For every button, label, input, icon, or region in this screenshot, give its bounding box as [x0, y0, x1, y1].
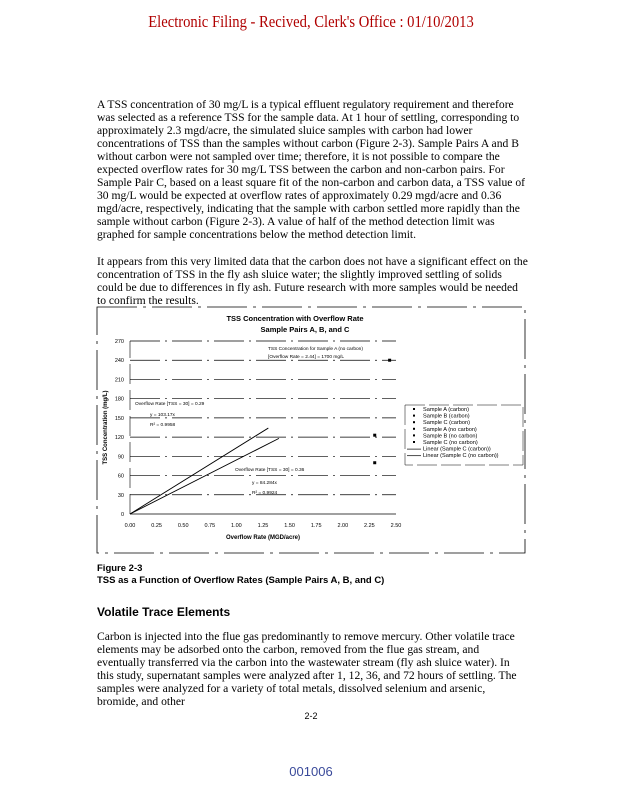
data-point: [373, 433, 377, 437]
y-tick-label: 120: [115, 435, 124, 441]
legend-entry: Sample B (carbon): [423, 414, 470, 420]
x-tick-label: 1.75: [311, 523, 322, 529]
chart-annotation: [Overflow Rate = 2.44] = 1700 mg/L: [268, 354, 344, 360]
x-tick-label: 1.00: [231, 523, 242, 529]
data-point: [373, 461, 377, 465]
x-tick-label: 1.25: [258, 523, 269, 529]
x-tick-label: 0.00: [125, 523, 136, 529]
bates-number: 001006: [289, 764, 333, 779]
filing-header: Electronic Filing - Recived, Clerk's Off…: [148, 12, 474, 31]
legend-box: [404, 404, 524, 466]
legend-entry: Sample B (no carbon): [423, 433, 478, 439]
x-tick-label: 0.25: [151, 523, 162, 529]
legend-marker: [413, 441, 415, 443]
chart-annotation: Overflow Rate [TSS = 30] = 0.29: [135, 401, 205, 407]
legend-marker: [413, 408, 415, 410]
y-tick-label: 30: [118, 493, 124, 499]
x-tick-label: 0.50: [178, 523, 189, 529]
data-point: [388, 358, 392, 362]
chart-border: [96, 306, 526, 554]
legend-entry: Linear (Sample C (no carbon)): [423, 453, 499, 459]
chart-annotation: R² = 0.9958: [150, 422, 176, 428]
y-tick-label: 240: [115, 358, 124, 364]
chart-subtitle: Sample Pairs A, B, and C: [261, 325, 350, 334]
y-tick-label: 90: [118, 454, 124, 460]
legend-entry: Linear (Sample C (carbon)): [423, 447, 491, 453]
section-heading: Volatile Trace Elements: [97, 605, 231, 619]
legend-entry: Sample A (no carbon): [423, 427, 477, 433]
x-axis-label: Overflow Rate (MGD/acre): [226, 535, 300, 541]
legend-marker: [413, 427, 415, 430]
y-tick-label: 210: [115, 377, 124, 383]
figure-label: Figure 2-3: [97, 563, 143, 574]
y-tick-label: 270: [115, 339, 124, 345]
x-tick-label: 1.50: [284, 523, 295, 529]
x-tick-label: 2.00: [337, 523, 348, 529]
legend-entry: Sample A (carbon): [423, 407, 469, 413]
paragraph-volatile-trace: Carbon is injected into the flue gas pre…: [97, 630, 517, 708]
chart-annotation: TSS Concentration for Sample A (no carbo…: [268, 346, 363, 352]
legend-marker: [413, 421, 415, 424]
page-number: 2-2: [304, 711, 318, 721]
paragraph-tss-reference: A TSS concentration of 30 mg/L is a typi…: [97, 98, 525, 241]
chart-annotation: y = 84.284x: [252, 480, 278, 486]
y-tick-label: 60: [118, 474, 124, 480]
legend-marker: [413, 434, 415, 437]
x-tick-label: 0.75: [204, 523, 215, 529]
figure-caption: TSS as a Function of Overflow Rates (Sam…: [97, 575, 385, 586]
y-tick-label: 150: [115, 416, 124, 422]
legend-entry: Sample C (carbon): [423, 420, 470, 426]
y-tick-label: 0: [121, 512, 124, 518]
x-tick-label: 2.25: [364, 523, 375, 529]
fit-line: [129, 437, 280, 515]
chart-annotation: Overflow Rate [TSS = 30] = 0.36: [235, 467, 305, 473]
y-axis-label: TSS Concentration (mg/L): [103, 391, 109, 465]
legend-entry: Sample C (no carbon): [423, 440, 478, 446]
legend-marker: [413, 414, 415, 417]
chart-annotation: y = 103.17x: [150, 412, 176, 418]
y-tick-label: 180: [115, 397, 124, 403]
chart-title: TSS Concentration with Overflow Rate: [226, 314, 363, 323]
fit-line: [129, 427, 269, 515]
paragraph-carbon-effect: It appears from this very limited data t…: [97, 255, 528, 307]
tss-chart: TSS Concentration with Overflow Rate Samp…: [96, 306, 526, 554]
chart-annotation: R² = 0.9924: [252, 490, 278, 496]
x-tick-label: 2.50: [391, 523, 402, 529]
